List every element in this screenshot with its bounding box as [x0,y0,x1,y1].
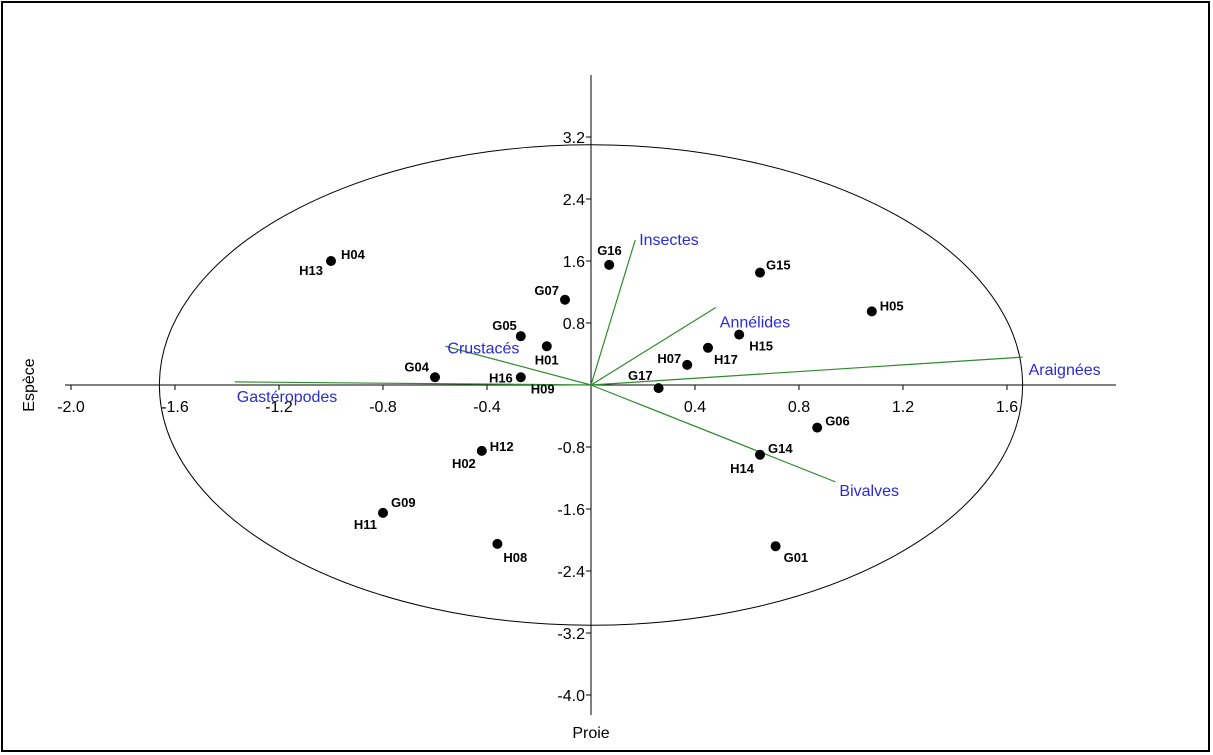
data-point [541,341,552,352]
vector-label: Crustacés [447,340,519,357]
data-point [812,422,823,433]
point-label: H01 [535,352,559,367]
vector-line [445,345,592,386]
x-tick-label: 0.8 [788,399,810,416]
vector-line [590,356,1023,386]
x-tick-label: 1.2 [892,399,914,416]
point-label: G05 [492,318,517,333]
point-label: H02 [452,456,476,471]
vector-layer: Insectes Annélides Araignées Bivalves Crusta… [234,232,1101,500]
data-point [653,383,664,394]
data-point [604,259,615,270]
vector-line [234,381,592,386]
y-tick-label: 2.4 [563,192,585,209]
ellipse-layer [158,144,1024,626]
vector-label: Annélides [720,315,790,332]
y-tick-label: -3.2 [557,626,585,643]
data-point [560,294,570,305]
correlation-ellipse [158,144,1024,626]
vector-line [590,384,836,483]
x-tick-label: -2.0 [57,399,85,416]
point-label: H15 [749,339,773,354]
y-tick-label: -4.0 [557,688,585,705]
point-label: H07 [657,351,681,366]
data-point [476,445,487,456]
point-label: G06 [825,414,850,429]
point-label: H12 [490,439,514,454]
x-axis-label: Proie [572,725,609,742]
x-tick-label: 1.6 [996,399,1018,416]
axes: -2.0 -1.6 -1.2 -0.8 -0.4 0.4 0.8 1.2 1.6 3.2 2.4 1.… [57,75,1116,715]
data-point [755,449,765,460]
biplot-chart: -2.0 -1.6 -1.2 -0.8 -0.4 0.4 0.8 1.2 1.6 3.2 2.4 1.… [21,75,1116,742]
y-axis-label: Espèce [21,358,38,411]
vector-label: Insectes [639,232,699,249]
vector-label: Araignées [1029,362,1101,379]
y-tick-label: 1.6 [563,254,585,271]
point-label: H17 [714,352,738,367]
point-label: H13 [299,263,323,278]
point-label: H11 [354,517,377,532]
y-tick-label: -1.6 [557,502,585,519]
point-label: H16 [489,370,513,385]
data-point [770,541,781,552]
x-tick-label: -0.8 [369,399,397,416]
vector-label: Gastéropodes [237,389,338,406]
data-point [515,372,526,383]
point-label: G14 [768,441,793,456]
data-point [755,267,765,278]
data-point [492,538,503,549]
data-point [430,372,440,383]
data-point [703,342,713,353]
point-label: G01 [784,550,809,565]
vector-label: Bivalves [839,483,899,500]
data-point [515,331,526,342]
data-point [326,256,336,266]
point-label: H14 [730,461,755,476]
point-label: H04 [341,247,366,262]
x-tick-label: 0.4 [684,399,706,416]
y-tick-label: -0.8 [557,440,585,457]
data-point [378,507,388,518]
point-label: G07 [534,283,559,298]
point-label: G15 [766,258,791,273]
point-label: G04 [404,359,429,374]
data-point [734,329,745,340]
y-tick-label: -2.4 [557,564,585,581]
y-tick-label: 0.8 [563,316,585,333]
vector-line [590,239,636,386]
point-label: G17 [628,368,653,383]
vector-line [590,306,717,386]
x-tick-label: -1.2 [265,399,293,416]
data-point [682,359,693,370]
x-tick-label: -0.4 [473,399,501,416]
y-tick-label: 3.2 [563,130,585,147]
point-label: H08 [503,550,527,565]
point-layer: H04 H13 G16 G15 G07 H05 G05 H15 H01 H17 H07 G04 H16 H… [299,243,904,565]
point-label: H05 [880,298,904,313]
point-label: G16 [597,243,622,258]
point-label: H09 [531,381,555,396]
point-label: G09 [391,495,416,510]
data-point [866,306,877,317]
x-tick-label: -1.6 [161,399,189,416]
